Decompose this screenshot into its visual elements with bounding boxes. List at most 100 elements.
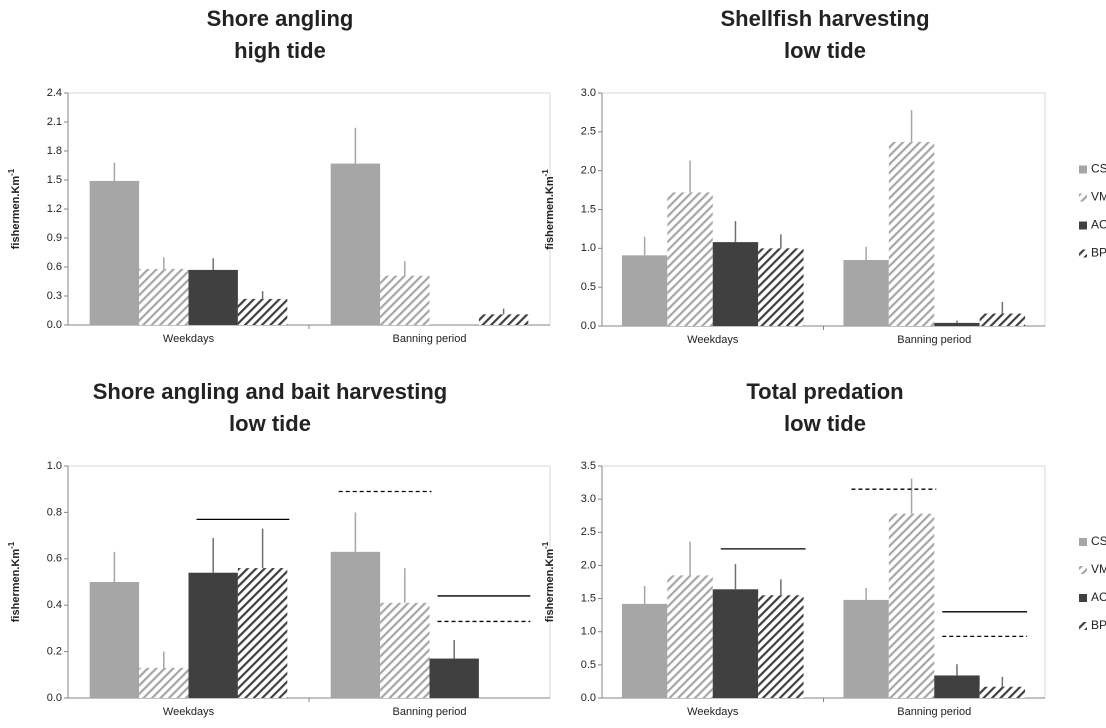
y-tick-label: 3.0 xyxy=(581,87,596,99)
x-tick-label: Weekdays xyxy=(163,333,215,345)
y-tick-label: 0.5 xyxy=(581,281,596,293)
x-tick-label: Banning period xyxy=(392,706,466,718)
legend-swatch xyxy=(1079,193,1087,202)
y-tick-label: 1.0 xyxy=(47,460,62,472)
bar xyxy=(380,275,430,325)
y-axis-label-text: fishermen.Km xyxy=(544,176,556,250)
y-tick-label: 1.0 xyxy=(581,626,596,638)
y-tick-label: 2.5 xyxy=(581,526,596,538)
chart-title: high tide xyxy=(234,38,326,63)
bar xyxy=(979,313,1026,326)
y-tick-label: 2.5 xyxy=(581,126,596,138)
bar xyxy=(888,513,935,698)
y-tick-label: 0.0 xyxy=(581,692,596,704)
y-tick-label: 1.0 xyxy=(581,242,596,254)
bar xyxy=(380,602,430,698)
y-tick-label: 2.0 xyxy=(581,165,596,177)
y-axis-label: fishermen.Km-1 xyxy=(541,541,556,622)
bar xyxy=(237,568,288,698)
y-axis-label-sup: -1 xyxy=(541,541,550,549)
x-tick-label: Banning period xyxy=(897,334,971,346)
bar xyxy=(667,575,713,698)
y-tick-label: 0.3 xyxy=(47,290,62,302)
y-tick-label: 0.5 xyxy=(581,659,596,671)
y-axis-label-text: fishermen.Km xyxy=(10,176,22,250)
y-axis-label-text: fishermen.Km xyxy=(10,549,22,623)
chart-title: Total predation xyxy=(746,379,903,404)
bar xyxy=(188,572,238,698)
bar xyxy=(89,582,140,698)
bar xyxy=(478,314,529,325)
legend-swatch xyxy=(1079,622,1087,630)
bar xyxy=(888,141,935,326)
y-axis-label-sup: -1 xyxy=(7,168,16,176)
y-tick-label: 0.0 xyxy=(47,319,62,331)
y-tick-label: 0.8 xyxy=(47,506,62,518)
legend-label: ACO xyxy=(1091,218,1106,232)
x-tick-label: Banning period xyxy=(897,706,971,718)
bar xyxy=(621,255,668,326)
y-tick-label: 1.8 xyxy=(47,145,62,157)
chart-title: low tide xyxy=(784,411,866,436)
chart-title: Shore angling and bait harvesting xyxy=(93,379,448,404)
bar xyxy=(429,658,479,698)
y-tick-label: 1.5 xyxy=(47,174,62,186)
y-axis-label: fishermen.Km-1 xyxy=(7,168,22,249)
bar xyxy=(139,268,189,325)
bar xyxy=(843,599,889,698)
legend-label: BPC xyxy=(1091,618,1106,632)
bar xyxy=(934,675,980,698)
legend-swatch xyxy=(1079,165,1087,174)
chart-title: low tide xyxy=(229,411,311,436)
y-tick-label: 2.1 xyxy=(47,116,62,128)
bar xyxy=(237,298,288,325)
bar xyxy=(758,595,804,698)
y-tick-label: 0.9 xyxy=(47,232,62,244)
bar xyxy=(758,248,804,326)
bar xyxy=(89,180,140,325)
chart-title: Shellfish harvesting xyxy=(720,6,929,31)
x-tick-label: Weekdays xyxy=(687,706,739,718)
bar xyxy=(843,259,889,326)
chart-title: low tide xyxy=(784,38,866,63)
y-tick-label: 1.5 xyxy=(581,203,596,215)
y-axis-label: fishermen.Km-1 xyxy=(541,169,556,250)
bar xyxy=(139,667,189,698)
legend-label: BPC xyxy=(1091,246,1106,260)
y-tick-label: 3.5 xyxy=(581,460,596,472)
bar xyxy=(712,589,759,698)
y-tick-label: 1.5 xyxy=(581,592,596,604)
legend-swatch xyxy=(1079,249,1087,258)
y-tick-label: 0.4 xyxy=(47,599,62,611)
y-tick-label: 1.2 xyxy=(47,203,62,215)
legend-label: VMA xyxy=(1091,562,1106,576)
x-tick-label: Banning period xyxy=(392,333,466,345)
y-axis-label-sup: -1 xyxy=(541,169,550,177)
legend-swatch xyxy=(1079,221,1087,230)
y-axis-label: fishermen.Km-1 xyxy=(7,541,22,622)
bar xyxy=(934,322,980,326)
y-axis-label-sup: -1 xyxy=(7,541,16,549)
y-tick-label: 0.2 xyxy=(47,646,62,658)
y-tick-label: 0.0 xyxy=(581,320,596,332)
legend-label: CSI xyxy=(1091,162,1106,176)
x-tick-label: Weekdays xyxy=(163,706,215,718)
y-tick-label: 2.4 xyxy=(47,87,62,99)
legend-swatch xyxy=(1079,594,1087,602)
y-tick-label: 3.0 xyxy=(581,493,596,505)
bar xyxy=(667,192,713,326)
y-tick-label: 2.0 xyxy=(581,559,596,571)
legend-swatch xyxy=(1079,566,1087,574)
legend-label: CSI xyxy=(1091,534,1106,548)
bar xyxy=(979,686,1026,698)
legend-swatch xyxy=(1079,538,1087,546)
chart-title: Shore angling xyxy=(207,6,354,31)
bar xyxy=(712,242,759,326)
y-tick-label: 0.0 xyxy=(47,692,62,704)
bar xyxy=(621,603,668,698)
y-tick-label: 0.6 xyxy=(47,553,62,565)
x-tick-label: Weekdays xyxy=(687,334,739,346)
y-axis-label-text: fishermen.Km xyxy=(544,549,556,623)
y-tick-label: 0.6 xyxy=(47,261,62,273)
